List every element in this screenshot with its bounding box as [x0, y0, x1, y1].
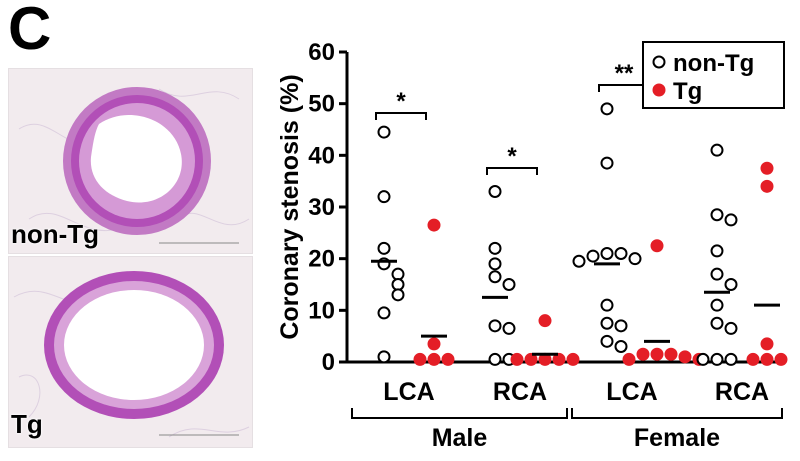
- point-tg: [760, 179, 774, 193]
- point-non-tg: [628, 252, 642, 266]
- point-non-tg: [724, 213, 738, 227]
- y-axis-label: Coronary stenosis (%): [276, 74, 304, 339]
- point-non-tg: [600, 156, 614, 170]
- legend-label-non-tg: non-Tg: [673, 50, 754, 77]
- y-tick-label: 10: [308, 297, 335, 324]
- point-non-tg: [696, 352, 710, 366]
- group-bracket: [351, 408, 568, 419]
- point-non-tg: [614, 340, 628, 353]
- x-tick-label: RCA: [715, 378, 769, 406]
- point-tg: [413, 352, 427, 366]
- point-non-tg: [724, 352, 738, 366]
- point-tg: [678, 350, 692, 364]
- point-non-tg: [488, 319, 502, 333]
- point-non-tg: [502, 278, 516, 291]
- point-non-tg: [391, 288, 405, 302]
- point-non-tg: [377, 241, 391, 255]
- micrograph-label-tg: Tg: [11, 409, 43, 439]
- point-non-tg: [724, 278, 738, 291]
- point-tg: [650, 239, 664, 253]
- y-tick-label: 20: [308, 246, 335, 273]
- y-tick-label: 60: [308, 39, 335, 66]
- point-non-tg: [710, 208, 724, 222]
- point-non-tg: [377, 190, 391, 204]
- point-non-tg: [710, 352, 724, 366]
- point-tg: [427, 352, 441, 366]
- point-non-tg: [586, 249, 600, 263]
- point-non-tg: [488, 352, 502, 366]
- point-tg: [552, 352, 566, 366]
- point-non-tg: [710, 244, 724, 258]
- point-non-tg: [710, 298, 724, 312]
- point-non-tg: [572, 254, 586, 268]
- point-tg: [566, 352, 580, 366]
- point-tg: [636, 347, 650, 361]
- point-tg: [510, 352, 524, 366]
- micrograph-label-non-tg: non-Tg: [11, 219, 100, 249]
- y-tick-label: 50: [308, 91, 335, 118]
- point-non-tg: [710, 143, 724, 157]
- point-tg: [760, 352, 774, 366]
- panel-letter: C: [8, 0, 52, 62]
- point-tg: [441, 352, 455, 366]
- point-tg: [538, 314, 552, 328]
- significance-marker: **: [615, 60, 634, 87]
- point-tg: [774, 352, 788, 366]
- point-non-tg: [710, 316, 724, 330]
- point-tg: [746, 352, 760, 366]
- group-label: Female: [634, 424, 720, 452]
- point-non-tg: [502, 321, 516, 335]
- significance-bracket: [375, 112, 427, 120]
- y-tick-label: 0: [322, 349, 335, 376]
- point-non-tg: [488, 257, 502, 271]
- group-bracket: [571, 408, 783, 419]
- x-tick-label: LCA: [383, 378, 434, 406]
- point-non-tg: [710, 267, 724, 281]
- legend-label-tg: Tg: [673, 78, 702, 105]
- point-non-tg: [600, 298, 614, 312]
- point-tg: [427, 337, 441, 351]
- point-non-tg: [488, 241, 502, 255]
- point-non-tg: [600, 334, 614, 348]
- point-tg: [760, 161, 774, 175]
- point-non-tg: [600, 247, 614, 260]
- point-tg: [650, 347, 664, 361]
- point-tg: [622, 352, 636, 366]
- point-non-tg: [724, 321, 738, 335]
- significance-marker: *: [507, 143, 517, 170]
- x-tick-label: LCA: [606, 378, 657, 406]
- significance-bracket: [486, 167, 538, 175]
- vessel-cross-section-tg: [9, 257, 252, 447]
- y-tick-label: 40: [308, 142, 335, 169]
- point-tg: [760, 337, 774, 351]
- vessel-cross-section-non-tg: [9, 69, 252, 253]
- point-tg: [524, 352, 538, 366]
- point-tg: [664, 347, 678, 361]
- micrograph-non-tg: non-Tg: [8, 68, 253, 254]
- y-tick-label: 30: [308, 194, 335, 221]
- x-tick-label: RCA: [493, 378, 547, 406]
- significance-marker: *: [396, 88, 406, 115]
- micrograph-tg: Tg: [8, 256, 253, 448]
- legend-marker-non-tg: [652, 55, 666, 69]
- point-non-tg: [614, 247, 628, 260]
- point-non-tg: [488, 185, 502, 198]
- legend-marker-tg: [652, 83, 666, 97]
- point-non-tg: [377, 350, 391, 364]
- group-label: Male: [432, 424, 488, 452]
- point-non-tg: [600, 316, 614, 330]
- point-non-tg: [377, 306, 391, 320]
- point-non-tg: [488, 270, 502, 284]
- legend-box: [642, 41, 785, 109]
- point-tg: [427, 218, 441, 232]
- point-non-tg: [614, 319, 628, 333]
- point-non-tg: [377, 125, 391, 139]
- point-non-tg: [600, 102, 614, 116]
